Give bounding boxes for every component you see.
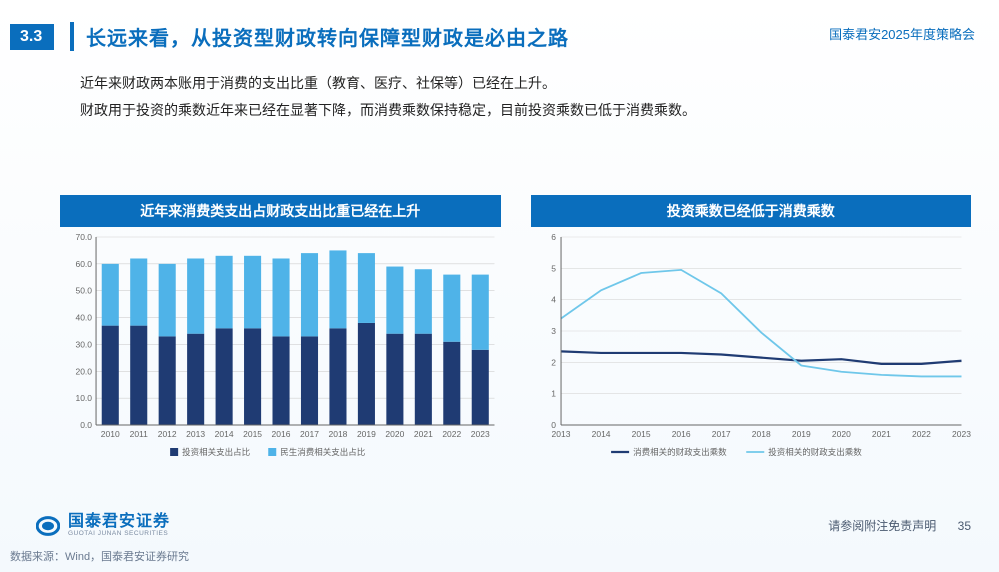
chart-right: 投资乘数已经低于消费乘数 012345620132014201520162017… [531, 195, 972, 467]
svg-text:2015: 2015 [243, 429, 262, 439]
svg-text:20.0: 20.0 [75, 366, 92, 376]
svg-text:2023: 2023 [471, 429, 490, 439]
svg-text:30.0: 30.0 [75, 339, 92, 349]
body-line-1: 近年来财政两本账用于消费的支出比重（教育、医疗、社保等）已经在上升。 [80, 70, 696, 97]
svg-text:2018: 2018 [328, 429, 347, 439]
body-line-2: 财政用于投资的乘数近年来已经在显著下降，而消费乘数保持稳定，目前投资乘数已低于消… [80, 97, 696, 124]
svg-text:60.0: 60.0 [75, 259, 92, 269]
svg-text:2016: 2016 [272, 429, 291, 439]
title-wrap: 长远来看，从投资型财政转向保障型财政是必由之路 [70, 22, 569, 51]
svg-text:2021: 2021 [871, 429, 890, 439]
top-right-label: 国泰君安2025年度策略会 [829, 24, 975, 43]
svg-text:2022: 2022 [442, 429, 461, 439]
svg-text:0.0: 0.0 [80, 420, 92, 430]
section-badge: 3.3 [10, 24, 54, 50]
svg-text:2016: 2016 [671, 429, 690, 439]
svg-text:4: 4 [551, 295, 556, 305]
svg-text:10.0: 10.0 [75, 393, 92, 403]
svg-text:2014: 2014 [215, 429, 234, 439]
svg-text:2014: 2014 [591, 429, 610, 439]
svg-text:2013: 2013 [186, 429, 205, 439]
svg-text:2: 2 [551, 357, 556, 367]
page-number: 35 [958, 519, 971, 533]
slide: 3.3 长远来看，从投资型财政转向保障型财政是必由之路 国泰君安2025年度策略… [0, 0, 999, 572]
brand-logo-icon [36, 514, 60, 538]
svg-text:40.0: 40.0 [75, 313, 92, 323]
svg-text:50.0: 50.0 [75, 286, 92, 296]
svg-text:2017: 2017 [711, 429, 730, 439]
svg-text:2021: 2021 [414, 429, 433, 439]
svg-text:2012: 2012 [158, 429, 177, 439]
data-source: 数据来源：Wind，国泰君安证券研究 [10, 548, 189, 564]
body-text: 近年来财政两本账用于消费的支出比重（教育、医疗、社保等）已经在上升。 财政用于投… [80, 70, 696, 123]
slide-title: 长远来看，从投资型财政转向保障型财政是必由之路 [86, 22, 569, 51]
chart-right-title: 投资乘数已经低于消费乘数 [531, 195, 972, 227]
brand-text: 国泰君安证券 GUOTAI JUNAN SECURITIES [68, 514, 170, 538]
chart-right-svg: 0123456201320142015201620172018201920202… [531, 227, 972, 467]
svg-text:2019: 2019 [791, 429, 810, 439]
svg-text:2020: 2020 [831, 429, 850, 439]
svg-text:2019: 2019 [357, 429, 376, 439]
chart-left-title: 近年来消费类支出占财政支出比重已经在上升 [60, 195, 501, 227]
charts-row: 近年来消费类支出占财政支出比重已经在上升 0.010.020.030.040.0… [60, 195, 971, 467]
disclaimer-text: 请参阅附注免责声明 [828, 519, 936, 533]
svg-text:6: 6 [551, 232, 556, 242]
svg-text:5: 5 [551, 263, 556, 273]
svg-text:70.0: 70.0 [75, 232, 92, 242]
svg-text:2022: 2022 [911, 429, 930, 439]
svg-text:1: 1 [551, 389, 556, 399]
svg-text:2018: 2018 [751, 429, 770, 439]
svg-text:3: 3 [551, 326, 556, 336]
svg-text:投资相关支出占比: 投资相关支出占比 [182, 447, 250, 457]
svg-text:民生消费相关支出占比: 民生消费相关支出占比 [280, 447, 365, 457]
svg-text:2013: 2013 [551, 429, 570, 439]
svg-text:2011: 2011 [130, 429, 149, 439]
svg-text:消费相关的财政支出乘数: 消费相关的财政支出乘数 [633, 447, 727, 457]
brand-cn: 国泰君安证券 [68, 514, 170, 531]
svg-text:2020: 2020 [385, 429, 404, 439]
svg-text:2015: 2015 [631, 429, 650, 439]
svg-text:2010: 2010 [101, 429, 120, 439]
svg-text:2017: 2017 [300, 429, 319, 439]
chart-left-svg: 0.0 10.0 20.0 30.0 40.0 50.0 60.0 70.0 2010 2011 2… [60, 227, 501, 467]
brand-en: GUOTAI JUNAN SECURITIES [68, 531, 170, 538]
svg-text:2023: 2023 [952, 429, 971, 439]
chart-left: 近年来消费类支出占财政支出比重已经在上升 0.0 10.0 20.0 30.0 40.0… [60, 195, 501, 467]
brand: 国泰君安证券 GUOTAI JUNAN SECURITIES [36, 514, 170, 538]
disclaimer: 请参阅附注免责声明 35 [828, 517, 971, 534]
svg-text:投资相关的财政支出乘数: 投资相关的财政支出乘数 [768, 447, 862, 457]
